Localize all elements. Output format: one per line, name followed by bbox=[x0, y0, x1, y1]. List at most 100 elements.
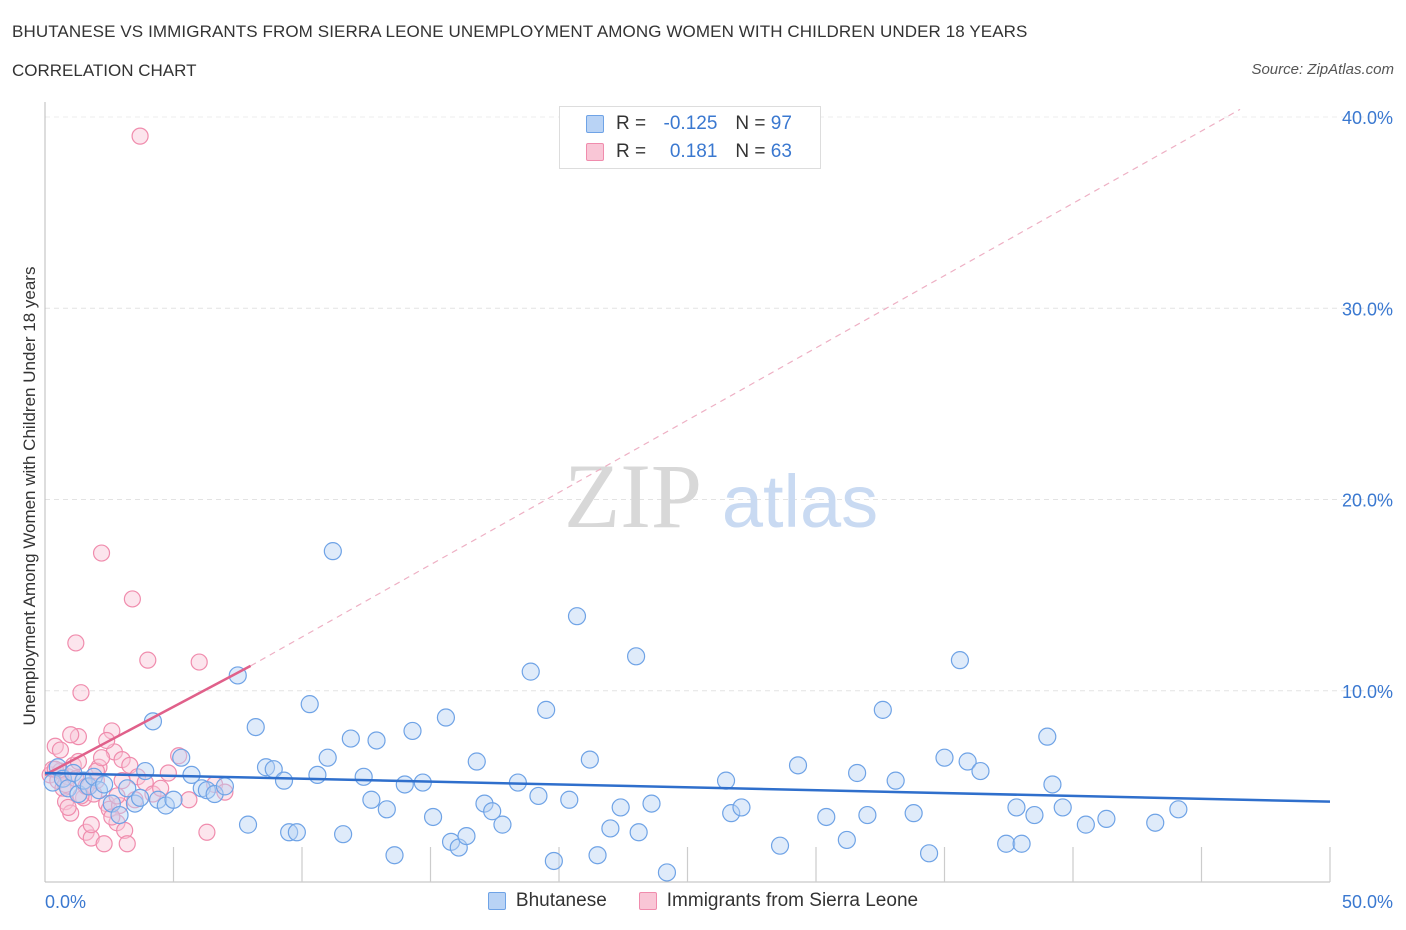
bhutanese-point bbox=[529, 786, 548, 806]
sierra-leone-point bbox=[67, 634, 85, 652]
bhutanese-point bbox=[395, 775, 414, 794]
sierra-leone-point bbox=[92, 544, 111, 562]
bhutanese-point bbox=[1007, 798, 1026, 817]
bhutanese-point bbox=[1097, 809, 1116, 828]
bhutanese-point bbox=[626, 647, 646, 666]
bhutanese-point bbox=[560, 790, 579, 809]
bhutanese-point bbox=[89, 781, 109, 800]
bhutanese-point bbox=[467, 752, 486, 771]
sierra-leone-point bbox=[190, 653, 208, 671]
bhutanese-point bbox=[1038, 727, 1057, 746]
sierra-leone-point bbox=[59, 798, 77, 817]
bhutanese-point bbox=[521, 662, 540, 681]
sierra-leone-point bbox=[62, 726, 80, 744]
bhutanese-point bbox=[886, 771, 905, 790]
legend-item-bhutanese[interactable]: Bhutanese bbox=[487, 890, 607, 912]
legend-item-sierra-leone[interactable]: Immigrants from Sierra Leone bbox=[638, 890, 918, 912]
bhutanese-point bbox=[537, 700, 556, 719]
bhutanese-point bbox=[367, 731, 386, 750]
sierra-leone-point bbox=[95, 835, 113, 853]
bhutanese-point bbox=[858, 805, 877, 825]
bhutanese-point bbox=[385, 846, 404, 865]
y-tick-label: 10.0% bbox=[1342, 682, 1393, 702]
bhutanese-point bbox=[403, 721, 422, 741]
bhutanese-point bbox=[323, 542, 342, 561]
bhutanese-point bbox=[136, 761, 155, 781]
r-label: R = bbox=[616, 113, 647, 134]
chart-title: BHUTANESE VS IMMIGRANTS FROM SIERRA LEON… bbox=[12, 22, 1028, 41]
sierra-leone-point bbox=[92, 749, 111, 767]
bhutanese-point bbox=[125, 794, 145, 813]
bhutanese-point bbox=[848, 763, 867, 783]
y-tick-label: 30.0% bbox=[1342, 299, 1393, 319]
n-label: N = bbox=[735, 113, 766, 134]
bhutanese-point bbox=[611, 798, 630, 817]
r-label: R = bbox=[616, 141, 647, 162]
sierra-leone-point bbox=[159, 764, 177, 782]
sierra-leone-point bbox=[198, 823, 216, 841]
watermark-atlas: atlas bbox=[722, 460, 878, 543]
bhutanese-point bbox=[629, 823, 648, 842]
bhutanese-point bbox=[732, 798, 751, 817]
bhutanese-point bbox=[334, 825, 353, 844]
bhutanese-point bbox=[657, 863, 677, 882]
bhutanese-point bbox=[130, 788, 150, 807]
bhutanese-point bbox=[493, 815, 512, 834]
bhutanese-point bbox=[280, 823, 299, 842]
bhutanese-point bbox=[1169, 800, 1188, 819]
bhutanese-swatch bbox=[586, 115, 604, 133]
bhutanese-point bbox=[354, 767, 373, 786]
sierra-leone-point bbox=[152, 779, 170, 797]
sierra-leone-point bbox=[139, 651, 157, 669]
sierra-leone-swatch bbox=[586, 143, 604, 161]
sierra-leone-point bbox=[118, 835, 136, 853]
bhutanese-point bbox=[423, 807, 443, 827]
bhutanese-point bbox=[164, 790, 183, 809]
bhutanese-point bbox=[722, 804, 741, 823]
bhutanese-point bbox=[118, 779, 137, 798]
watermark-zip: ZIP bbox=[564, 445, 702, 547]
series-bhutanese bbox=[43, 542, 1188, 882]
bhutanese-point bbox=[580, 750, 599, 769]
bhutanese-point bbox=[1146, 813, 1165, 832]
bhutanese-point bbox=[457, 826, 476, 846]
bhutanese-point bbox=[246, 717, 265, 737]
bhutanese-point bbox=[971, 761, 990, 781]
bhutanese-point bbox=[716, 771, 736, 790]
sierra-leone-point bbox=[180, 791, 198, 809]
series-legend: Bhutanese Immigrants from Sierra Leone bbox=[0, 890, 1406, 912]
bhutanese-point bbox=[205, 784, 224, 804]
sierra-leone-point bbox=[123, 590, 141, 608]
bhutanese-point bbox=[817, 807, 836, 827]
bhutanese-point bbox=[935, 748, 954, 767]
r-value: -0.125 bbox=[663, 113, 718, 134]
bhutanese-point bbox=[1043, 775, 1062, 794]
bhutanese-point bbox=[997, 834, 1016, 853]
bhutanese-point bbox=[238, 815, 258, 834]
stats-row-bhutanese: R = -0.125 N = 97 bbox=[586, 112, 792, 136]
stats-legend: R = -0.125 N = 97 R = 0.181 N = 63 bbox=[559, 106, 821, 169]
stats-row-sierra-leone: R = 0.181 N = 63 bbox=[586, 140, 792, 164]
trend-lines bbox=[44, 108, 1331, 803]
bhutanese-point bbox=[362, 790, 381, 809]
legend-label-bhutanese: Bhutanese bbox=[515, 890, 607, 911]
bhutanese-point bbox=[544, 851, 563, 871]
bhutanese-point bbox=[377, 800, 396, 819]
bhutanese-point bbox=[308, 765, 327, 785]
bhutanese-point bbox=[95, 775, 114, 794]
x-tick-label: 50.0% bbox=[1342, 892, 1393, 912]
bhutanese-point bbox=[84, 767, 103, 786]
bhutanese-point bbox=[770, 836, 790, 855]
bhutanese-point bbox=[601, 819, 620, 838]
y-tick-label: 20.0% bbox=[1342, 491, 1393, 511]
bhutanese-point bbox=[110, 805, 129, 825]
source-label: Source: ZipAtlas.com bbox=[1251, 61, 1394, 78]
bhutanese-point bbox=[318, 748, 337, 767]
bhutanese-point bbox=[873, 700, 892, 719]
bhutanese-point bbox=[287, 823, 306, 842]
bhutanese-point bbox=[642, 794, 661, 813]
bhutanese-point bbox=[788, 756, 808, 775]
bhutanese-point bbox=[300, 695, 319, 714]
sierra-leone-point bbox=[131, 127, 149, 145]
